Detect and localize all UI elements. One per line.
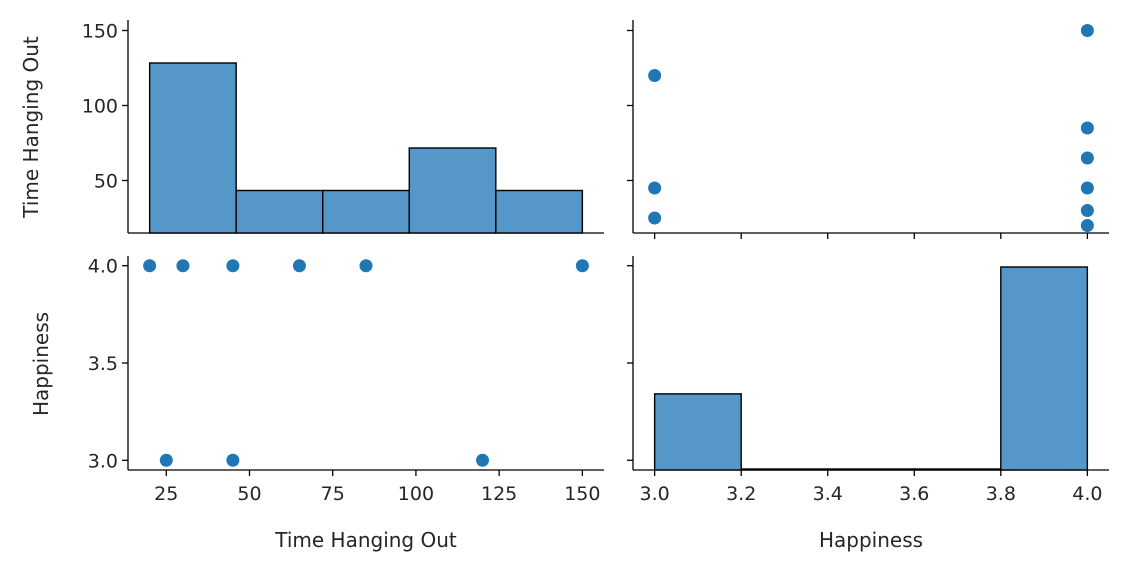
panel-time-histogram: 50 100 150 Time Hanging Out <box>19 20 604 234</box>
x-tick-label: 3.4 <box>813 483 843 505</box>
scatter-point <box>176 259 190 273</box>
panel-time-vs-happiness <box>627 20 1109 239</box>
y-axis-label-time: Time Hanging Out <box>19 36 43 219</box>
x-tick-label: 3.6 <box>899 483 929 505</box>
scatter-point <box>292 259 306 273</box>
panel-happiness-histogram: 3.0 3.2 3.4 3.6 3.8 4.0 Happiness <box>627 256 1109 552</box>
histogram-bar <box>913 468 1002 471</box>
scatter-point <box>1080 181 1094 195</box>
scatter-point <box>1080 219 1094 232</box>
scatter-point <box>575 259 589 273</box>
x-tick-label: 3.8 <box>986 483 1016 505</box>
y-tick-label: 150 <box>82 21 118 43</box>
x-axis-label-happiness: Happiness <box>819 528 923 552</box>
histogram-bar <box>322 189 410 234</box>
histogram-bar <box>148 62 237 234</box>
scatter-point <box>648 211 662 225</box>
scatter-point <box>1080 121 1094 135</box>
scatter-point <box>226 259 240 273</box>
y-tick-label: 50 <box>94 171 118 193</box>
histogram-bar <box>740 468 829 471</box>
x-tick-label: 50 <box>237 483 261 505</box>
y-tick-label: 4.0 <box>88 256 118 278</box>
x-axis-label-time: Time Hanging Out <box>274 528 457 552</box>
x-tick-label: 150 <box>564 483 600 505</box>
histogram-bar <box>827 468 915 471</box>
x-tick-label: 3.2 <box>726 483 756 505</box>
scatter-point <box>226 453 240 467</box>
histogram-bar <box>408 147 497 234</box>
y-tick-label: 3.0 <box>88 450 118 472</box>
x-tick-label: 100 <box>398 483 434 505</box>
y-tick-label: 3.5 <box>88 353 118 375</box>
histogram-bar <box>1000 266 1089 471</box>
x-tick-label: 4.0 <box>1072 483 1102 505</box>
x-tick-label: 75 <box>321 483 345 505</box>
panel-happiness-vs-time: 25 50 75 100 125 150 3.0 3.5 4.0 Time Hanging O… <box>29 256 604 552</box>
x-tick-label: 25 <box>154 483 178 505</box>
y-axis-label-happiness: Happiness <box>29 312 53 416</box>
scatter-point <box>1080 24 1094 37</box>
scatter-point <box>359 259 373 273</box>
y-tick-label: 100 <box>82 96 118 118</box>
x-tick-label: 3.0 <box>640 483 670 505</box>
scatter-point <box>159 453 173 467</box>
histogram-bar <box>495 189 584 234</box>
scatter-point <box>476 453 490 467</box>
histogram-bar <box>653 393 742 471</box>
scatter-point <box>1080 151 1094 165</box>
histogram-bar <box>235 189 324 234</box>
scatter-point <box>648 181 662 195</box>
scatter-point <box>143 259 157 273</box>
x-tick-label: 125 <box>481 483 517 505</box>
scatter-point <box>648 69 662 82</box>
scatter-point <box>1080 204 1094 217</box>
